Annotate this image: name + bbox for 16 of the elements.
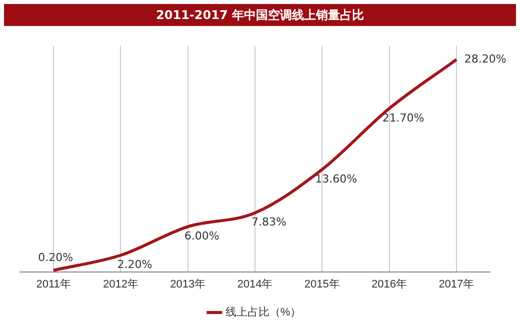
x-tick-label: 2016年	[372, 278, 408, 290]
x-tick-label: 2014年	[237, 278, 273, 290]
data-label: 21.70%	[382, 111, 424, 124]
data-label: 6.00%	[184, 230, 220, 242]
x-tick-label: 2012年	[102, 278, 138, 290]
chart-title: 2011-2017 年中国空调线上销量占比	[4, 4, 516, 26]
x-tick-label: 2015年	[304, 278, 340, 290]
data-label: 7.83%	[252, 216, 286, 229]
x-tick-label: 2013年	[170, 278, 206, 290]
data-label: 28.20%	[464, 52, 506, 66]
data-label: 13.60%	[315, 172, 358, 186]
x-tick-label: 2017年	[438, 278, 474, 290]
data-label: 2.20%	[117, 258, 152, 272]
data-label: 0.20%	[38, 251, 74, 264]
x-tick-label: 2011年	[36, 278, 71, 290]
legend-label: 线上占比（%）	[225, 306, 302, 319]
